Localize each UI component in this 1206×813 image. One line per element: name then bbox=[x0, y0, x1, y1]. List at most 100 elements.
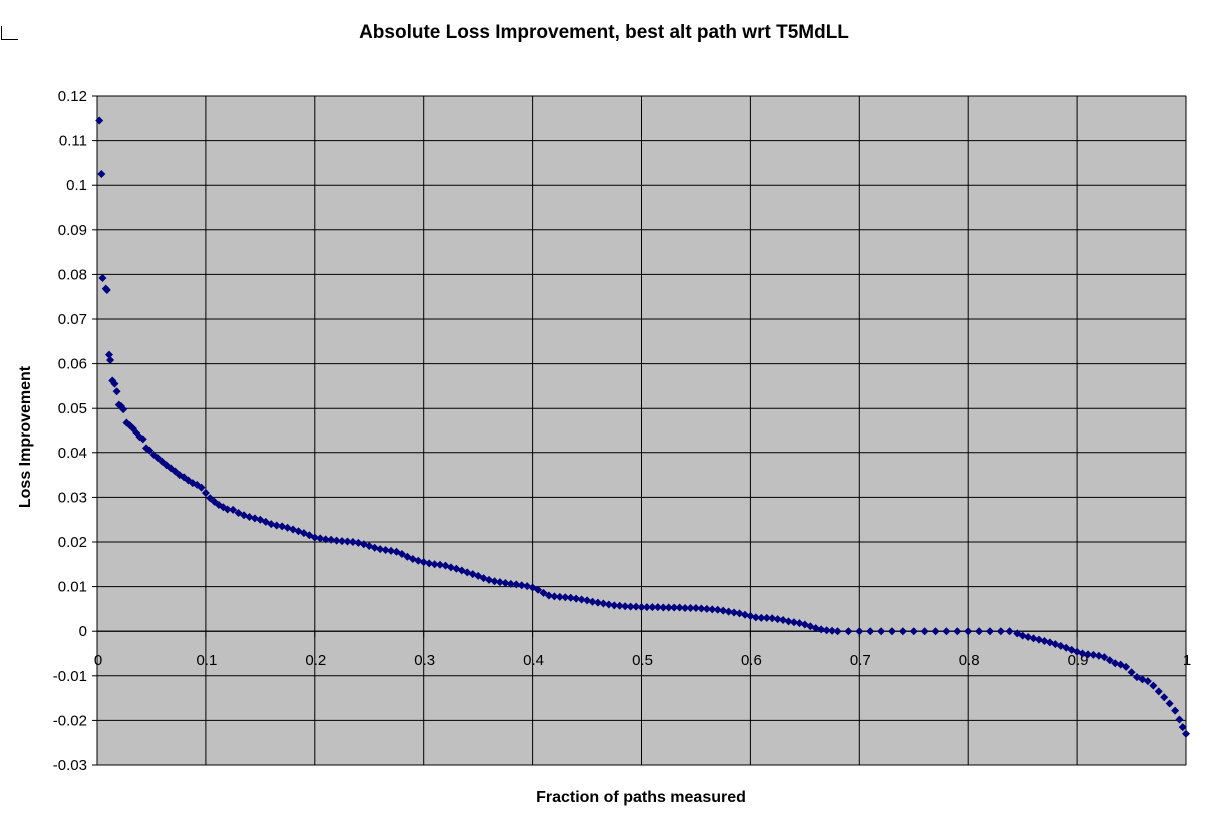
data-point bbox=[1078, 649, 1087, 658]
data-point bbox=[828, 626, 837, 635]
data-point bbox=[866, 627, 875, 636]
data-point bbox=[223, 505, 232, 514]
data-point bbox=[637, 603, 646, 612]
x-tick-label: 0 bbox=[94, 652, 102, 669]
y-tick-label: 0.11 bbox=[59, 133, 87, 150]
data-point bbox=[626, 602, 635, 611]
data-point bbox=[110, 379, 119, 388]
data-point bbox=[762, 613, 771, 622]
data-point bbox=[197, 483, 206, 492]
y-axis-ticks: 0.12 0.11 0.1 0.09 0.08 0.07 0.06 0.05 0.04 0.03 0… bbox=[53, 88, 87, 774]
data-point bbox=[106, 356, 115, 365]
data-point bbox=[708, 605, 717, 614]
data-point bbox=[599, 599, 608, 608]
data-point bbox=[784, 617, 793, 626]
data-point bbox=[316, 534, 325, 543]
data-point bbox=[138, 435, 147, 444]
data-point bbox=[485, 575, 494, 584]
data-point bbox=[588, 597, 597, 606]
data-point bbox=[414, 556, 423, 565]
data-point bbox=[376, 545, 385, 554]
data-point bbox=[740, 610, 749, 619]
data-point bbox=[397, 550, 406, 559]
x-tick-label: 0.8 bbox=[959, 652, 980, 669]
data-point bbox=[419, 558, 428, 567]
data-point bbox=[104, 350, 113, 359]
data-point bbox=[996, 627, 1005, 636]
data-point bbox=[583, 596, 592, 605]
data-point bbox=[348, 538, 357, 546]
data-point bbox=[539, 588, 548, 597]
data-point bbox=[436, 560, 445, 569]
data-point bbox=[572, 594, 581, 603]
data-point bbox=[1122, 662, 1131, 671]
data-point bbox=[430, 560, 439, 569]
x-tick-label: 0.6 bbox=[741, 652, 762, 669]
data-point bbox=[659, 603, 668, 612]
data-points bbox=[95, 116, 1190, 738]
data-point bbox=[931, 627, 940, 636]
data-point bbox=[779, 616, 788, 625]
data-point bbox=[446, 563, 455, 572]
data-point bbox=[648, 603, 657, 612]
data-point bbox=[621, 602, 630, 611]
data-point bbox=[1018, 631, 1027, 640]
data-point bbox=[1024, 632, 1033, 641]
data-point bbox=[817, 625, 826, 634]
x-tick-label: 0.2 bbox=[305, 652, 326, 669]
data-point bbox=[310, 533, 319, 542]
x-axis-label: Fraction of paths measured bbox=[536, 789, 746, 806]
data-point bbox=[735, 609, 744, 618]
data-point bbox=[245, 513, 254, 522]
data-point bbox=[1094, 651, 1103, 660]
chart-title: Absolute Loss Improvement, best alt path… bbox=[359, 22, 849, 43]
data-point bbox=[1005, 627, 1014, 636]
data-point bbox=[942, 627, 951, 636]
y-tick-label: 0.02 bbox=[58, 534, 87, 551]
y-tick-label: 0.09 bbox=[58, 222, 87, 239]
gridlines bbox=[92, 95, 1187, 766]
data-point bbox=[964, 627, 973, 636]
data-point bbox=[343, 537, 352, 546]
data-point bbox=[604, 600, 613, 609]
y-tick-label: 0.06 bbox=[58, 356, 87, 373]
data-point bbox=[610, 601, 619, 610]
data-point bbox=[833, 627, 842, 636]
data-point bbox=[327, 535, 336, 544]
data-point bbox=[1040, 637, 1049, 646]
y-tick-label: 0 bbox=[79, 623, 87, 640]
data-point bbox=[381, 546, 390, 555]
data-point bbox=[1154, 687, 1163, 696]
data-point bbox=[501, 579, 510, 588]
data-point bbox=[112, 387, 121, 396]
data-point bbox=[512, 580, 521, 589]
data-point bbox=[495, 578, 504, 587]
data-point bbox=[229, 505, 238, 514]
y-tick-label: 0.12 bbox=[58, 88, 87, 105]
data-point bbox=[773, 615, 782, 624]
x-tick-label: 0.7 bbox=[850, 652, 871, 669]
x-tick-label: 0.4 bbox=[523, 652, 544, 669]
y-axis-label: Loss Improvement bbox=[17, 365, 34, 508]
y-tick-label: 0.1 bbox=[66, 177, 87, 194]
data-point bbox=[1182, 729, 1190, 738]
data-point bbox=[1165, 699, 1174, 708]
data-point bbox=[877, 627, 886, 636]
data-point bbox=[593, 598, 602, 607]
data-point bbox=[670, 603, 679, 612]
data-point bbox=[789, 618, 798, 627]
data-point bbox=[653, 603, 662, 612]
data-point bbox=[1143, 677, 1152, 686]
x-tick-label: 0.5 bbox=[632, 652, 653, 669]
y-tick-label: 0.05 bbox=[58, 400, 87, 417]
data-point bbox=[145, 446, 154, 455]
data-point bbox=[811, 624, 820, 633]
data-point bbox=[555, 592, 564, 601]
data-point bbox=[675, 603, 684, 612]
y-tick-label: 0.04 bbox=[58, 445, 87, 462]
x-tick-label: 0.3 bbox=[414, 652, 435, 669]
data-point bbox=[267, 520, 276, 529]
data-point bbox=[1100, 653, 1109, 662]
data-point bbox=[795, 619, 804, 628]
data-point bbox=[642, 603, 651, 612]
